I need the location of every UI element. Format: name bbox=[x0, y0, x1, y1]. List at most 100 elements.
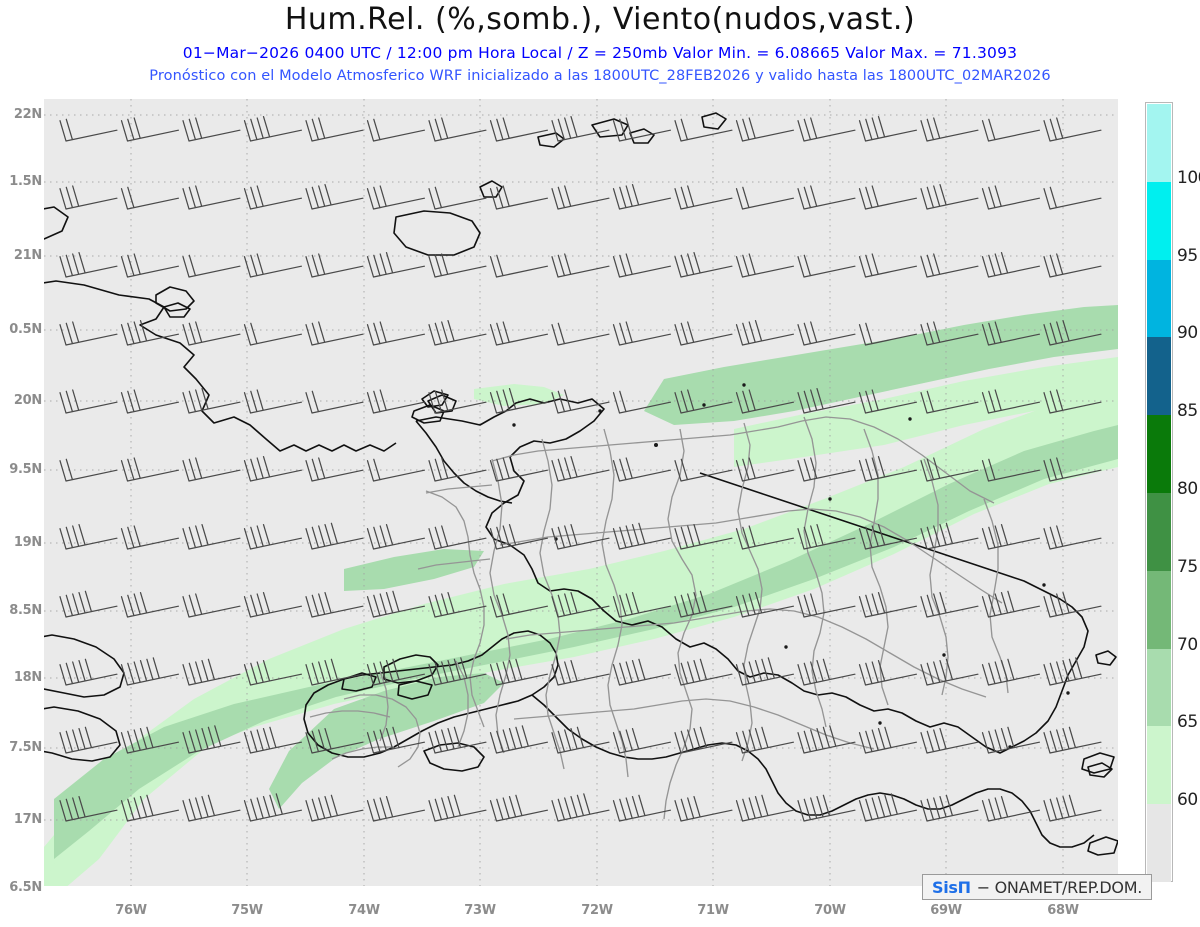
wind-barb bbox=[551, 591, 610, 618]
wind-barb bbox=[674, 590, 733, 618]
wind-barb bbox=[920, 794, 979, 822]
y-axis-tick-label: 1.5N bbox=[9, 174, 42, 189]
wind-barb bbox=[243, 591, 303, 618]
colorbar-band bbox=[1147, 181, 1171, 260]
map-canvas bbox=[44, 99, 1118, 886]
wind-barb bbox=[120, 726, 180, 754]
wind-barb-field bbox=[59, 115, 1102, 822]
wind-barb bbox=[674, 523, 733, 550]
wind-barb bbox=[858, 185, 918, 210]
wind-barb bbox=[305, 658, 364, 686]
x-axis-tick-label: 73W bbox=[464, 903, 496, 918]
wind-barb bbox=[305, 522, 364, 550]
wind-barb bbox=[981, 726, 1041, 754]
wind-barb bbox=[674, 458, 733, 482]
wind-barb bbox=[858, 455, 918, 482]
wind-barb bbox=[489, 593, 549, 618]
wind-barb bbox=[920, 522, 979, 550]
attribution-badge[interactable]: SisΠ − ONAMET/REP.DOM. bbox=[922, 874, 1152, 900]
wind-barb bbox=[366, 458, 426, 482]
wind-barb bbox=[428, 726, 487, 754]
wind-barb bbox=[920, 253, 979, 278]
wind-barb bbox=[305, 390, 364, 414]
wind-barb bbox=[489, 523, 549, 550]
wind-barb bbox=[551, 726, 610, 754]
colorbar-band bbox=[1147, 104, 1171, 182]
wind-barb bbox=[305, 321, 364, 346]
wind-barb bbox=[551, 253, 610, 278]
wind-barb bbox=[489, 321, 549, 346]
wind-barb bbox=[797, 387, 856, 414]
wind-barb bbox=[428, 794, 487, 822]
wind-barb bbox=[735, 319, 795, 346]
wind-barb bbox=[612, 390, 672, 414]
x-axis-tick-label: 76W bbox=[115, 903, 147, 918]
page-title: Hum.Rel. (%,somb.), Viento(nudos,vast.) bbox=[284, 2, 916, 37]
colorbar-tick-label: 65 bbox=[1177, 712, 1198, 733]
wind-barb bbox=[428, 117, 487, 142]
wind-barb bbox=[59, 118, 118, 142]
wind-barb bbox=[674, 118, 733, 142]
y-axis-tick-label: 0.5N bbox=[9, 322, 42, 337]
wind-barb bbox=[59, 590, 118, 618]
wind-barb bbox=[182, 457, 241, 482]
x-axis-tick-label: 68W bbox=[1047, 903, 1079, 918]
wind-barb bbox=[1043, 525, 1102, 550]
wind-barb bbox=[981, 590, 1041, 618]
wind-barb bbox=[120, 457, 180, 482]
map-plot-area[interactable] bbox=[44, 99, 1118, 886]
wind-barb bbox=[59, 389, 118, 414]
colorbar-tick-label: 90 bbox=[1177, 323, 1198, 344]
wind-barb bbox=[182, 185, 241, 210]
y-axis-tick-label: 6.5N bbox=[9, 880, 42, 895]
wind-barb bbox=[305, 794, 364, 822]
wind-barb bbox=[428, 186, 487, 210]
wind-barb bbox=[120, 186, 180, 210]
wind-barb bbox=[59, 321, 118, 346]
wind-barb bbox=[735, 794, 795, 822]
wind-barb bbox=[366, 185, 426, 210]
wind-barb bbox=[120, 253, 180, 278]
colorbar-tick-label: 75 bbox=[1177, 556, 1198, 577]
wind-barb bbox=[366, 251, 426, 278]
wind-barb bbox=[920, 457, 979, 482]
wind-barb bbox=[305, 183, 364, 210]
wind-barb bbox=[120, 117, 180, 142]
wind-barb bbox=[981, 458, 1041, 482]
wind-barb bbox=[489, 387, 549, 414]
wind-barb bbox=[735, 657, 795, 686]
wind-barb bbox=[797, 117, 856, 142]
wind-barb bbox=[920, 658, 979, 686]
wind-barb bbox=[981, 658, 1041, 686]
wind-barb bbox=[428, 253, 487, 278]
wind-barb bbox=[551, 322, 610, 346]
x-axis-tick-label: 72W bbox=[581, 903, 613, 918]
wind-barb bbox=[59, 795, 118, 822]
wind-barb bbox=[182, 794, 241, 822]
wind-barb bbox=[1043, 319, 1102, 346]
wind-barb bbox=[1043, 794, 1102, 822]
wind-barb bbox=[1043, 389, 1102, 414]
colorbar-tick-label: 80 bbox=[1177, 479, 1198, 499]
colorbar[interactable] bbox=[1145, 102, 1173, 882]
wind-barb bbox=[489, 117, 549, 142]
model-description-line: Pronóstico con el Modelo Atmosferico WRF… bbox=[149, 68, 1051, 84]
forecast-meta-line: 01−Mar−2026 0400 UTC / 12:00 pm Hora Loc… bbox=[182, 44, 1018, 62]
wind-barb bbox=[120, 319, 180, 346]
wind-barb bbox=[59, 726, 118, 754]
wind-barb bbox=[797, 523, 856, 550]
wind-barb bbox=[1043, 457, 1102, 482]
wind-barb bbox=[182, 254, 241, 278]
wind-barb bbox=[428, 319, 487, 346]
wind-barb bbox=[366, 321, 426, 346]
colorbar-band bbox=[1147, 337, 1171, 416]
colorbar-tick-label: 60 bbox=[1177, 790, 1198, 811]
wind-barb bbox=[797, 321, 856, 346]
y-axis-tick-label: 8.5N bbox=[9, 603, 42, 618]
wind-barb bbox=[366, 389, 426, 414]
wind-barb bbox=[981, 795, 1041, 822]
x-axis-tick-label: 74W bbox=[348, 903, 380, 918]
wind-barb bbox=[428, 591, 487, 618]
wind-barb bbox=[735, 726, 795, 754]
wind-barb bbox=[735, 389, 795, 414]
